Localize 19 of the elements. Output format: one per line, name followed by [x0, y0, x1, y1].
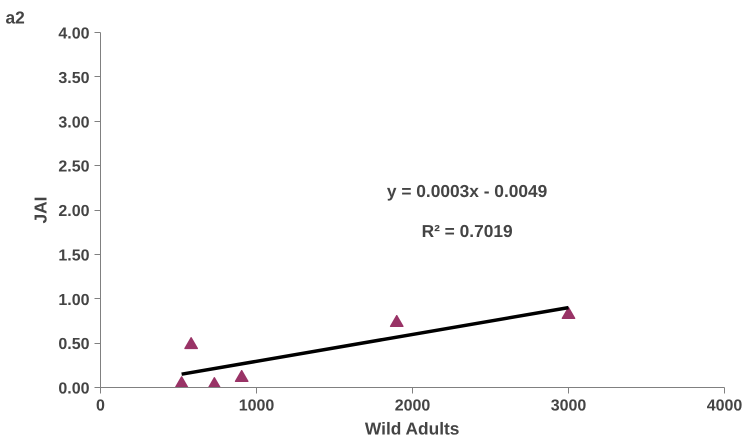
y-tick-label: 3.50	[58, 70, 90, 87]
text: a2	[6, 8, 25, 28]
y-tick-label: 0.00	[58, 380, 90, 398]
y-axis-title: JAI	[30, 196, 50, 224]
x-tick-label: 2000	[394, 398, 430, 414]
x-tick-label: 4000	[706, 398, 742, 414]
annotation: R² = 0.7019	[422, 221, 513, 242]
y-tick-label: 1.00	[58, 292, 90, 309]
x-axis-title: Wild Adults	[364, 418, 460, 438]
y-tick-label: 2.00	[58, 203, 90, 220]
y-tick-label: 0.50	[58, 336, 90, 354]
x-tick-label: 3000	[550, 398, 586, 414]
y-tick-label: 2.50	[58, 158, 90, 176]
x-tick-label: 0	[96, 398, 106, 414]
x-tick-label: 1000	[238, 398, 274, 414]
annotation: y = 0.0003x - 0.0049	[386, 181, 548, 202]
y-tick-label: 1.50	[58, 247, 90, 264]
y-tick-label: 4.00	[58, 26, 90, 42]
y-tick-label: 3.00	[58, 114, 90, 132]
